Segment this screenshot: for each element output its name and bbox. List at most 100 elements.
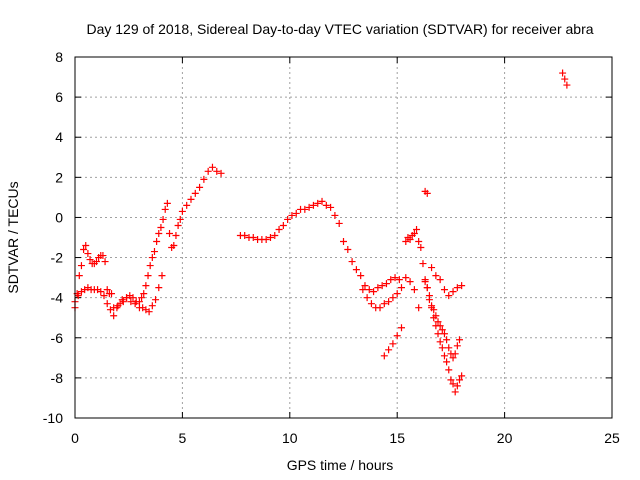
data-point bbox=[434, 330, 442, 338]
data-point bbox=[397, 284, 405, 292]
data-point bbox=[163, 199, 171, 207]
data-point bbox=[410, 286, 418, 294]
data-point bbox=[445, 344, 453, 352]
data-point bbox=[451, 388, 459, 396]
data-point bbox=[563, 81, 571, 89]
data-point bbox=[327, 203, 335, 211]
data-point bbox=[387, 276, 395, 284]
data-point bbox=[127, 298, 135, 306]
data-point bbox=[443, 336, 451, 344]
axis-ticks: 0 5 10 15 20 25 -10 -8 -6 -4 -2 0 2 4 6 8 bbox=[43, 49, 620, 446]
y-tick-label: 8 bbox=[55, 49, 63, 65]
data-point bbox=[436, 338, 444, 346]
data-point bbox=[187, 195, 195, 203]
x-tick-label: 20 bbox=[497, 430, 513, 446]
data-point bbox=[314, 199, 322, 207]
data-point bbox=[443, 358, 451, 366]
data-point bbox=[172, 231, 180, 239]
data-point bbox=[275, 225, 283, 233]
data-point bbox=[453, 284, 461, 292]
data-point bbox=[174, 221, 182, 229]
data-point bbox=[359, 286, 367, 294]
x-tick-label: 0 bbox=[71, 430, 79, 446]
y-tick-label: -10 bbox=[43, 410, 63, 426]
data-point bbox=[166, 229, 174, 237]
data-point bbox=[142, 282, 150, 290]
data-point bbox=[365, 286, 373, 294]
data-point bbox=[92, 258, 100, 266]
data-point bbox=[159, 215, 167, 223]
data-point bbox=[152, 296, 160, 304]
data-point bbox=[123, 294, 131, 302]
data-point bbox=[208, 163, 216, 171]
data-point bbox=[148, 302, 156, 310]
data-point bbox=[376, 304, 384, 312]
data-point bbox=[363, 294, 371, 302]
data-point bbox=[440, 330, 448, 338]
plot-frame bbox=[74, 56, 613, 419]
data-point bbox=[101, 258, 109, 266]
data-point bbox=[458, 282, 466, 290]
x-tick-label: 5 bbox=[179, 430, 187, 446]
x-tick-label: 15 bbox=[389, 430, 405, 446]
data-point bbox=[453, 342, 461, 350]
data-point bbox=[204, 167, 212, 175]
y-tick-label: -8 bbox=[51, 370, 64, 386]
data-point bbox=[406, 278, 414, 286]
data-point bbox=[161, 205, 169, 213]
data-point bbox=[145, 308, 153, 316]
data-point bbox=[436, 322, 444, 330]
data-point bbox=[170, 242, 178, 250]
x-tick-label: 25 bbox=[604, 430, 620, 446]
data-point bbox=[361, 282, 369, 290]
data-point bbox=[451, 350, 459, 358]
data-point bbox=[249, 234, 257, 241]
data-point bbox=[146, 262, 154, 270]
data-point bbox=[84, 250, 92, 258]
data-point bbox=[114, 302, 122, 310]
data-point bbox=[423, 284, 431, 292]
data-point bbox=[100, 292, 108, 300]
data-point bbox=[352, 266, 360, 274]
data-point bbox=[155, 229, 163, 237]
data-point bbox=[453, 382, 461, 390]
y-tick-label: 6 bbox=[55, 89, 63, 105]
data-point bbox=[417, 244, 425, 252]
data-point bbox=[421, 278, 429, 286]
data-point bbox=[415, 238, 423, 246]
data-point bbox=[434, 318, 442, 326]
data-point bbox=[241, 231, 249, 239]
data-point bbox=[419, 260, 427, 268]
data-point bbox=[430, 306, 438, 314]
data-point bbox=[402, 274, 410, 282]
data-point bbox=[449, 288, 457, 296]
data-point bbox=[447, 376, 455, 384]
data-point bbox=[331, 211, 339, 219]
data-point bbox=[413, 225, 421, 233]
data-point bbox=[144, 272, 152, 280]
data-point bbox=[425, 292, 433, 300]
y-tick-label: -4 bbox=[51, 290, 64, 306]
data-point bbox=[374, 284, 382, 292]
data-point bbox=[415, 304, 423, 312]
data-point bbox=[380, 300, 388, 308]
data-point bbox=[271, 231, 279, 239]
data-point bbox=[118, 296, 126, 304]
data-point bbox=[183, 201, 191, 209]
data-point bbox=[393, 290, 401, 298]
data-point bbox=[378, 282, 386, 290]
data-point bbox=[150, 248, 158, 256]
data-point bbox=[340, 238, 347, 246]
data-point bbox=[262, 236, 270, 244]
data-point bbox=[561, 75, 569, 83]
data-point bbox=[391, 274, 399, 282]
data-point bbox=[77, 262, 85, 270]
data-point bbox=[288, 211, 296, 219]
data-point bbox=[322, 201, 330, 209]
data-point bbox=[301, 205, 309, 213]
data-point bbox=[393, 332, 401, 340]
data-point bbox=[455, 336, 463, 344]
data-point bbox=[176, 215, 184, 223]
data-point bbox=[318, 197, 326, 205]
